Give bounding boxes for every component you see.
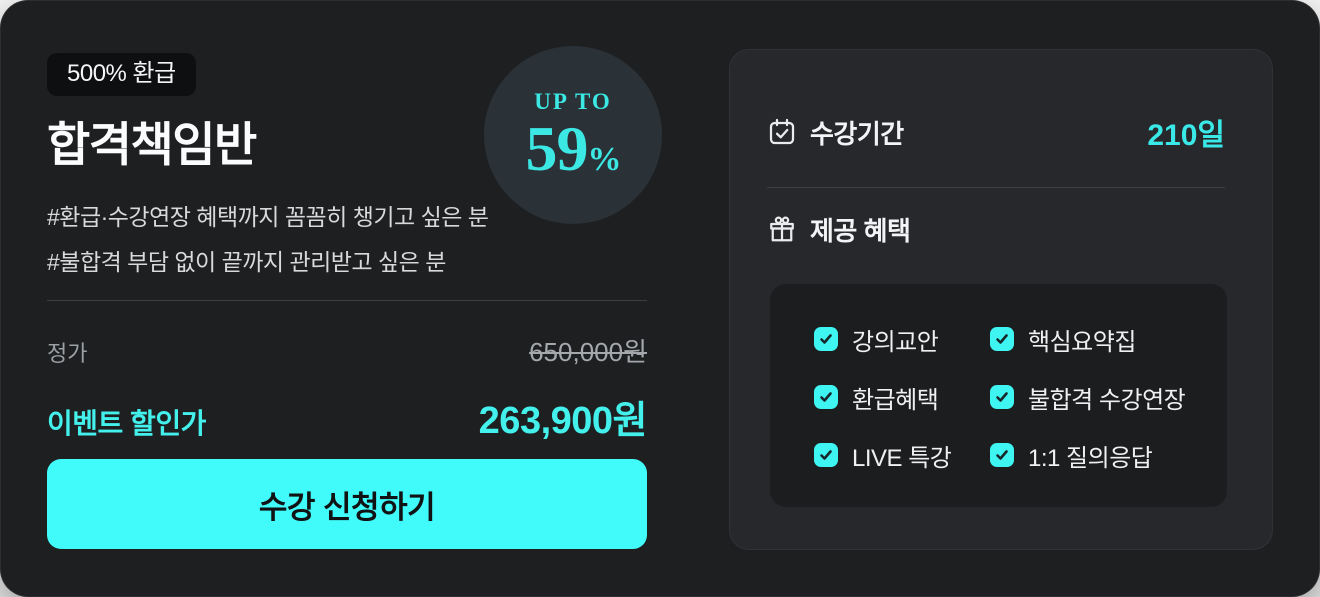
info-card-divider [767,187,1225,188]
course-title: 합격책임반 [47,118,257,171]
benefit-label: 핵심요약집 [1028,328,1136,356]
event-price-row: 이벤트 할인가 263,900원 [47,389,648,444]
event-price-label: 이벤트 할인가 [47,408,206,439]
checked-checkbox-icon [814,385,838,409]
price-divider [47,300,647,301]
benefit-label: 1:1 질의응답 [1028,444,1153,472]
benefits-header-row: 제공 혜택 [767,209,1225,249]
target-audience-hashtags: #환급·수강연장 혜택까지 꼼꼼히 챙기고 싶은 분 #불합격 부담 없이 끝까… [47,195,489,285]
calendar-check-icon [767,117,797,147]
discount-percent: 59% [525,113,622,184]
duration-label: 수강기간 [810,118,904,149]
event-price-value: 263,900원 [478,400,648,442]
checked-checkbox-icon [814,443,838,467]
original-price-value: 650,000원 [529,337,647,367]
refund-badge: 500% 환급 [47,53,196,96]
benefit-label: 강의교안 [852,328,939,356]
original-price-row: 정가 650,000원 [47,332,647,369]
hashtag-line: #환급·수강연장 혜택까지 꼼꼼히 챙기고 싶은 분 [47,204,489,230]
duration-row: 수강기간 210일 [767,112,1225,152]
hashtag-line: #불합격 부담 없이 끝까지 관리받고 싶은 분 [47,249,446,275]
percent-sign: % [587,141,622,178]
discount-circle: UP TO 59% [484,46,662,224]
benefits-panel: 강의교안 핵심요약집 환급혜택 불합격 수강연장 [770,284,1227,507]
benefits-label: 제공 혜택 [810,215,911,246]
discount-upto-text: UP TO [534,89,612,114]
benefit-item: 1:1 질의응답 [990,440,1227,472]
benefit-label: 환급혜택 [852,386,939,414]
benefit-item: LIVE 특강 [814,440,990,472]
checked-checkbox-icon [990,443,1014,467]
duration-value: 210일 [1147,119,1225,152]
enroll-button[interactable]: 수강 신청하기 [47,459,647,549]
gift-icon [767,214,797,244]
checked-checkbox-icon [990,385,1014,409]
original-price-label: 정가 [47,341,88,366]
checked-checkbox-icon [990,327,1014,351]
benefit-label: 불합격 수강연장 [1028,386,1186,414]
benefit-label: LIVE 특강 [852,444,952,472]
checked-checkbox-icon [814,327,838,351]
benefit-item: 핵심요약집 [990,324,1227,356]
benefit-item: 불합격 수강연장 [990,382,1227,414]
course-info-card: 수강기간 210일 제공 혜택 강의교안 [729,49,1273,550]
benefit-item: 강의교안 [814,324,990,356]
benefit-item: 환급혜택 [814,382,990,414]
